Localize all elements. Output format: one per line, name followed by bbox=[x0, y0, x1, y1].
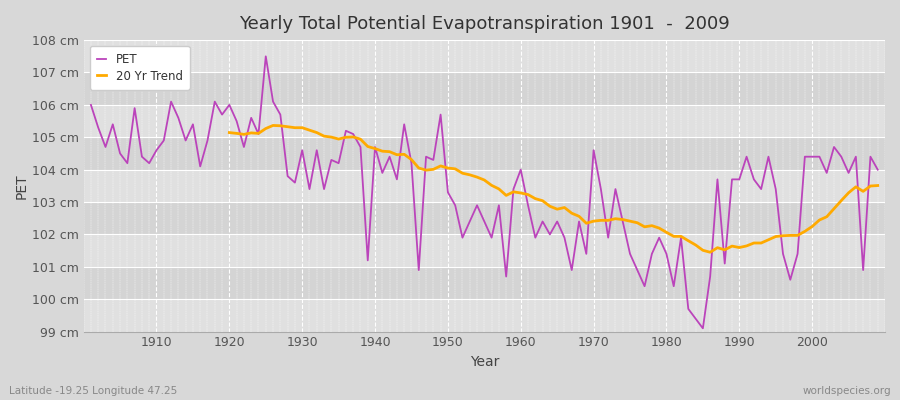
Line: 20 Yr Trend: 20 Yr Trend bbox=[230, 126, 878, 252]
Legend: PET, 20 Yr Trend: PET, 20 Yr Trend bbox=[89, 46, 190, 90]
Bar bbox=[84, 299, 885, 332]
Bar bbox=[84, 105, 885, 137]
PET bbox=[523, 203, 534, 208]
Text: worldspecies.org: worldspecies.org bbox=[803, 386, 891, 396]
Bar bbox=[84, 234, 885, 267]
Y-axis label: PET: PET bbox=[15, 173, 29, 199]
20 Yr Trend bbox=[319, 134, 329, 138]
PET bbox=[260, 54, 271, 59]
PET bbox=[86, 102, 96, 107]
20 Yr Trend bbox=[267, 123, 278, 128]
Line: PET: PET bbox=[91, 56, 878, 328]
PET bbox=[516, 167, 526, 172]
20 Yr Trend bbox=[778, 233, 788, 238]
PET bbox=[698, 326, 708, 331]
Text: Latitude -19.25 Longitude 47.25: Latitude -19.25 Longitude 47.25 bbox=[9, 386, 177, 396]
Bar bbox=[84, 137, 885, 170]
Bar bbox=[84, 40, 885, 72]
Bar bbox=[84, 72, 885, 105]
PET bbox=[610, 187, 621, 192]
Bar bbox=[84, 267, 885, 299]
PET bbox=[356, 144, 366, 149]
20 Yr Trend bbox=[858, 189, 868, 194]
Bar bbox=[84, 170, 885, 202]
X-axis label: Year: Year bbox=[470, 355, 499, 369]
PET bbox=[144, 161, 155, 166]
20 Yr Trend bbox=[428, 167, 438, 172]
20 Yr Trend bbox=[792, 233, 803, 238]
Title: Yearly Total Potential Evapotranspiration 1901  -  2009: Yearly Total Potential Evapotranspiratio… bbox=[238, 15, 730, 33]
20 Yr Trend bbox=[224, 130, 235, 135]
20 Yr Trend bbox=[705, 250, 716, 255]
PET bbox=[311, 148, 322, 153]
Bar bbox=[84, 202, 885, 234]
PET bbox=[872, 167, 883, 172]
20 Yr Trend bbox=[683, 238, 694, 243]
20 Yr Trend bbox=[872, 183, 883, 188]
